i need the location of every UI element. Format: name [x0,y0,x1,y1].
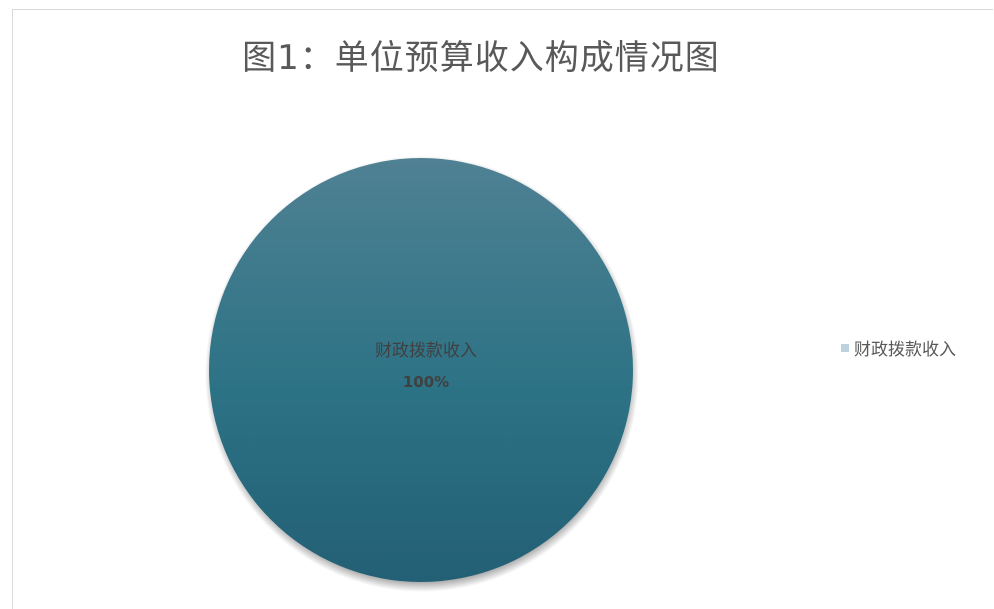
slice-label: 财政拨款收入 [375,341,477,361]
legend-label: 财政拨款收入 [854,340,956,360]
legend: 财政拨款收入 [841,335,956,360]
chart-title: 图1：单位预算收入构成情况图 [242,38,720,78]
slice-value-label: 100% [403,373,449,391]
legend-swatch [841,343,849,352]
pie-slice [209,158,633,582]
